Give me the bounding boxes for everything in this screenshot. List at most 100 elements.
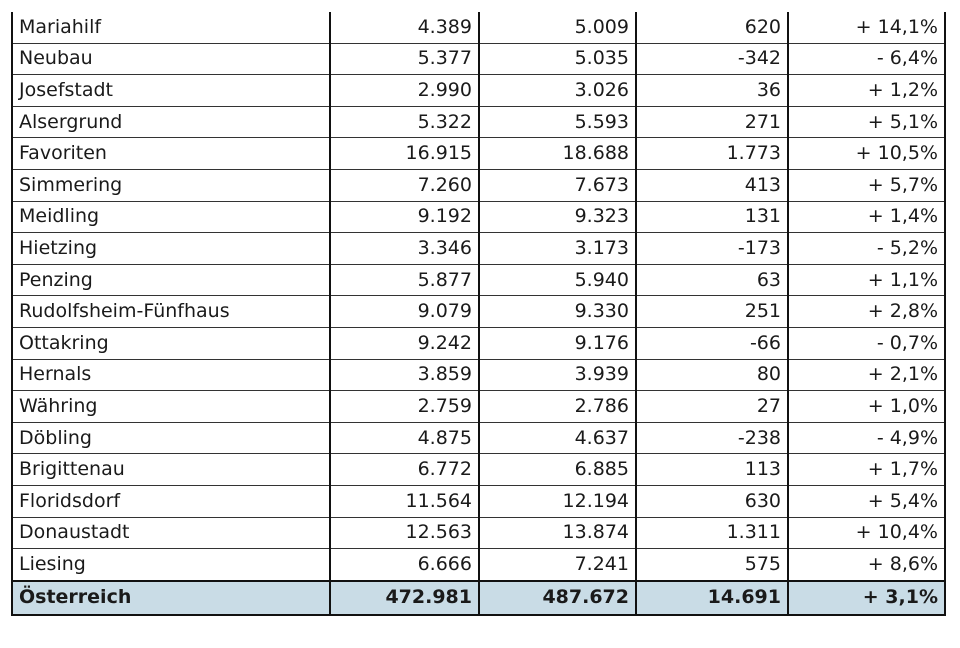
table-row: Döbling 4.875 4.637 -238- 4,9%: [11, 422, 946, 455]
table-row: Ottakring 9.242 9.176 -66- 0,7%: [11, 327, 946, 360]
district-name-cell: Neubau: [11, 43, 330, 76]
percent-change-cell: + 1,4%: [787, 201, 946, 234]
district-name-cell: Österreich: [11, 579, 330, 616]
percent-change-cell: + 8,6%: [787, 548, 946, 582]
percent-change-cell: + 5,7%: [787, 169, 946, 202]
value-after-cell: 7.241: [478, 548, 636, 582]
table-row: Neubau 5.377 5.035 -342- 6,4%: [11, 43, 946, 76]
district-name-cell: Hietzing: [11, 232, 330, 265]
district-name-cell: Josefstadt: [11, 74, 330, 107]
district-name-cell: Ottakring: [11, 327, 330, 360]
value-before-cell: 12.563: [329, 517, 479, 550]
value-before-cell: 9.192: [329, 201, 479, 234]
district-name-cell: Brigittenau: [11, 453, 330, 486]
value-before-cell: 3.859: [329, 359, 479, 392]
district-name-cell: Rudolfsheim-Fünfhaus: [11, 295, 330, 328]
table-row: Hietzing 3.346 3.173 -173- 5,2%: [11, 232, 946, 265]
value-after-cell: 6.885: [478, 453, 636, 486]
value-before-cell: 472.981: [329, 579, 479, 616]
district-name-cell: Floridsdorf: [11, 485, 330, 518]
district-name-cell: Währing: [11, 390, 330, 423]
difference-cell: -66: [635, 327, 788, 360]
value-before-cell: 9.079: [329, 295, 479, 328]
table-row: Favoriten 16.915 18.688 1.773 + 10,5%: [11, 137, 946, 170]
value-before-cell: 11.564: [329, 485, 479, 518]
difference-cell: -173: [635, 232, 788, 265]
value-after-cell: 5.009: [478, 12, 636, 44]
difference-cell: 620: [635, 12, 788, 44]
value-before-cell: 7.260: [329, 169, 479, 202]
value-before-cell: 5.322: [329, 106, 479, 139]
value-after-cell: 2.786: [478, 390, 636, 423]
difference-cell: 271: [635, 106, 788, 139]
table-row: Alsergrund 5.322 5.593 271 + 5,1%: [11, 106, 946, 139]
difference-cell: 1.311: [635, 517, 788, 550]
difference-cell: 14.691: [635, 579, 788, 616]
percent-change-cell: - 6,4%: [787, 43, 946, 76]
table-body: Mariahilf 4.389 5.009 620 + 14,1% Neubau 5.377…: [11, 12, 946, 616]
value-after-cell: 12.194: [478, 485, 636, 518]
table-row: Liesing 6.666 7.241 575 + 8,6%: [11, 548, 946, 582]
value-before-cell: 5.377: [329, 43, 479, 76]
district-name-cell: Hernals: [11, 359, 330, 392]
district-table: Mariahilf 4.389 5.009 620 + 14,1% Neubau 5.377…: [11, 12, 946, 616]
difference-cell: 1.773: [635, 137, 788, 170]
value-after-cell: 9.330: [478, 295, 636, 328]
value-after-cell: 5.940: [478, 264, 636, 297]
value-after-cell: 5.035: [478, 43, 636, 76]
value-before-cell: 4.875: [329, 422, 479, 455]
table-row: Rudolfsheim-Fünfhaus 9.079 9.330 251 + 2,8%: [11, 295, 946, 328]
table-row: Penzing 5.877 5.940 63 + 1,1%: [11, 264, 946, 297]
value-after-cell: 18.688: [478, 137, 636, 170]
difference-cell: -342: [635, 43, 788, 76]
value-after-cell: 7.673: [478, 169, 636, 202]
percent-change-cell: + 1,1%: [787, 264, 946, 297]
difference-cell: 36: [635, 74, 788, 107]
district-name-cell: Donaustadt: [11, 517, 330, 550]
district-name-cell: Simmering: [11, 169, 330, 202]
percent-change-cell: - 5,2%: [787, 232, 946, 265]
table-row: Donaustadt 12.563 13.874 1.311 + 10,4%: [11, 517, 946, 550]
difference-cell: 630: [635, 485, 788, 518]
difference-cell: 131: [635, 201, 788, 234]
value-after-cell: 3.026: [478, 74, 636, 107]
percent-change-cell: + 2,1%: [787, 359, 946, 392]
percent-change-cell: - 4,9%: [787, 422, 946, 455]
value-after-cell: 3.939: [478, 359, 636, 392]
value-after-cell: 4.637: [478, 422, 636, 455]
percent-change-cell: + 1,0%: [787, 390, 946, 423]
district-name-cell: Mariahilf: [11, 12, 330, 44]
table-row: Josefstadt 2.990 3.026 36 + 1,2%: [11, 74, 946, 107]
percent-change-cell: + 5,4%: [787, 485, 946, 518]
table-row: Floridsdorf 11.564 12.194 630 + 5,4%: [11, 485, 946, 518]
table-row: Brigittenau 6.772 6.885 113 + 1,7%: [11, 453, 946, 486]
value-before-cell: 9.242: [329, 327, 479, 360]
difference-cell: 251: [635, 295, 788, 328]
district-name-cell: Favoriten: [11, 137, 330, 170]
total-row: Österreich 472.981 487.672 14.691 + 3,1%: [11, 579, 946, 616]
value-after-cell: 9.323: [478, 201, 636, 234]
difference-cell: 80: [635, 359, 788, 392]
district-name-cell: Penzing: [11, 264, 330, 297]
value-before-cell: 3.346: [329, 232, 479, 265]
value-before-cell: 5.877: [329, 264, 479, 297]
table-row: Währing 2.759 2.786 27 + 1,0%: [11, 390, 946, 423]
table-row: Mariahilf 4.389 5.009 620 + 14,1%: [11, 12, 946, 44]
difference-cell: 575: [635, 548, 788, 582]
value-before-cell: 2.990: [329, 74, 479, 107]
value-before-cell: 6.666: [329, 548, 479, 582]
value-after-cell: 3.173: [478, 232, 636, 265]
percent-change-cell: + 5,1%: [787, 106, 946, 139]
difference-cell: 63: [635, 264, 788, 297]
district-name-cell: Döbling: [11, 422, 330, 455]
value-before-cell: 4.389: [329, 12, 479, 44]
value-after-cell: 9.176: [478, 327, 636, 360]
value-before-cell: 16.915: [329, 137, 479, 170]
value-after-cell: 487.672: [478, 579, 636, 616]
difference-cell: 413: [635, 169, 788, 202]
table-row: Simmering 7.260 7.673 413 + 5,7%: [11, 169, 946, 202]
percent-change-cell: + 2,8%: [787, 295, 946, 328]
percent-change-cell: + 3,1%: [787, 579, 946, 616]
percent-change-cell: + 10,5%: [787, 137, 946, 170]
value-after-cell: 13.874: [478, 517, 636, 550]
